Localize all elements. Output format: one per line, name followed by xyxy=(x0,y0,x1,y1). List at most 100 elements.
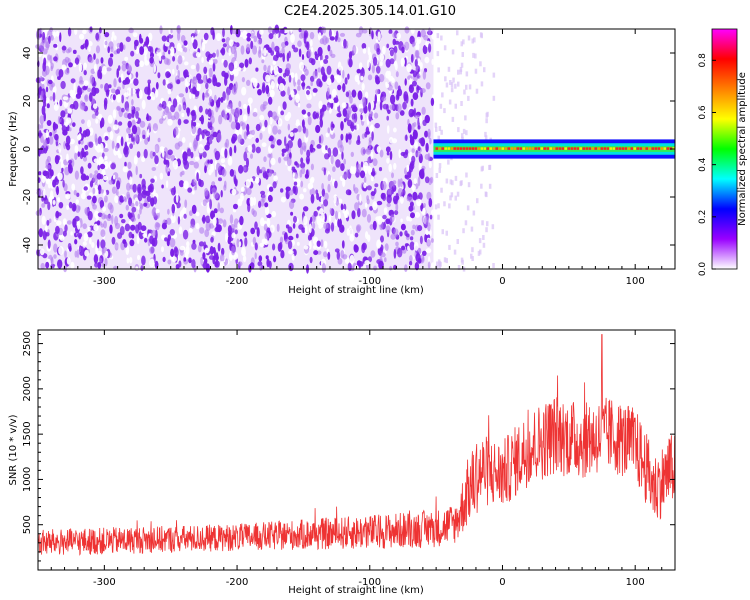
noise-blob xyxy=(142,134,146,139)
noise-blob xyxy=(330,222,335,232)
noise-blob xyxy=(198,105,203,113)
noise-blob xyxy=(340,203,344,211)
noise-blob xyxy=(260,190,266,195)
noise-dot xyxy=(451,180,454,186)
noise-blob xyxy=(309,177,314,184)
noise-blob xyxy=(50,65,53,72)
noise-blob xyxy=(373,188,377,194)
noise-blob xyxy=(131,125,138,135)
signal-peak-cell xyxy=(495,147,498,150)
noise-blob xyxy=(310,194,315,204)
noise-blob xyxy=(201,57,204,63)
noise-blob xyxy=(250,40,254,50)
snr-y-label: SNR (10 * v/v) xyxy=(8,414,19,485)
noise-blob xyxy=(357,90,363,101)
noise-blob xyxy=(352,44,357,55)
noise-dot xyxy=(454,83,457,89)
noise-blob xyxy=(258,200,262,208)
noise-blob xyxy=(268,260,272,269)
noise-blob xyxy=(412,92,419,100)
noise-blob xyxy=(376,146,381,153)
noise-blob xyxy=(55,210,60,219)
noise-blob xyxy=(133,78,139,86)
noise-blob xyxy=(209,159,213,165)
noise-blob xyxy=(202,214,206,224)
noise-blob xyxy=(210,192,214,200)
noise-blob xyxy=(246,187,252,196)
noise-blob xyxy=(191,190,195,195)
noise-blob xyxy=(170,187,176,196)
noise-blob xyxy=(233,60,238,69)
noise-blob xyxy=(45,86,49,93)
noise-blob xyxy=(303,245,309,250)
noise-blob xyxy=(250,32,255,39)
noise-blob xyxy=(254,221,258,230)
colorbar-tick-label: 0.6 xyxy=(698,105,708,120)
noise-blob xyxy=(272,60,277,66)
noise-blob xyxy=(71,202,77,212)
noise-blob xyxy=(247,134,253,140)
signal-peak-cell xyxy=(573,147,576,150)
noise-blob xyxy=(190,64,196,70)
noise-blob xyxy=(389,104,395,111)
noise-blob xyxy=(265,255,269,260)
noise-blob xyxy=(191,242,197,250)
noise-dot xyxy=(471,256,474,261)
noise-blob xyxy=(40,41,45,51)
noise-blob xyxy=(89,74,95,85)
noise-blob xyxy=(42,170,48,177)
noise-blob xyxy=(195,134,200,142)
noise-blob xyxy=(242,30,248,40)
noise-blob xyxy=(187,148,191,157)
noise-blob xyxy=(132,137,135,142)
noise-blob xyxy=(41,174,46,184)
noise-blob xyxy=(99,163,106,170)
noise-blob xyxy=(409,236,414,241)
noise-blob xyxy=(255,123,261,132)
noise-blob xyxy=(66,117,72,124)
noise-blob xyxy=(231,232,236,239)
noise-dot xyxy=(440,187,443,193)
noise-blob xyxy=(40,262,45,270)
noise-blob xyxy=(407,123,412,134)
noise-blob xyxy=(297,40,302,47)
noise-blob xyxy=(110,88,116,94)
noise-blob xyxy=(193,144,197,152)
signal-peak-cell xyxy=(444,147,447,150)
noise-blob xyxy=(68,163,72,170)
noise-blob xyxy=(222,43,227,48)
noise-blob xyxy=(191,35,194,44)
noise-blob xyxy=(104,40,108,46)
noise-blob xyxy=(45,164,51,170)
noise-blob xyxy=(239,121,244,127)
noise-blob xyxy=(422,203,426,208)
noise-blob xyxy=(122,166,128,173)
noise-blob xyxy=(346,119,353,127)
noise-blob xyxy=(237,198,243,207)
noise-blob xyxy=(202,74,208,84)
noise-dot xyxy=(460,41,463,47)
noise-blob xyxy=(284,136,287,147)
noise-blob xyxy=(247,202,251,213)
noise-blob xyxy=(372,201,378,211)
noise-blob xyxy=(185,77,191,84)
noise-blob xyxy=(211,126,215,133)
noise-blob xyxy=(197,79,204,84)
noise-blob xyxy=(154,155,159,165)
noise-blob xyxy=(212,52,216,58)
noise-blob xyxy=(414,141,418,149)
noise-blob xyxy=(181,170,185,176)
noise-blob xyxy=(228,156,233,165)
noise-blob xyxy=(179,245,186,251)
noise-blob xyxy=(161,148,165,158)
noise-blob xyxy=(131,99,134,106)
noise-blob xyxy=(297,79,301,86)
noise-blob xyxy=(425,229,429,235)
noise-blob xyxy=(335,159,341,168)
noise-blob xyxy=(213,254,219,261)
noise-blob xyxy=(382,214,387,220)
noise-blob xyxy=(291,44,296,49)
noise-blob xyxy=(283,72,287,78)
noise-blob xyxy=(93,63,97,73)
noise-blob xyxy=(266,217,271,228)
